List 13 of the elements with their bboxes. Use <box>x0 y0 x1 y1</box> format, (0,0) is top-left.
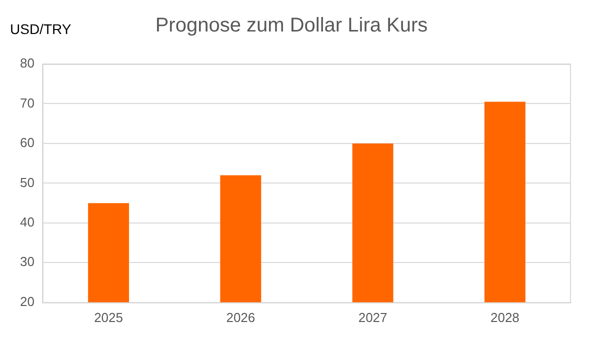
x-tick-label: 2028 <box>490 310 520 325</box>
y-tick-label: 20 <box>20 294 34 309</box>
y-axis-title: USD/TRY <box>10 20 72 37</box>
y-tick-label: 30 <box>20 254 34 270</box>
x-tick-label: 2026 <box>226 310 256 325</box>
x-tick-label: 2025 <box>94 310 123 325</box>
y-tick-label: 50 <box>20 174 34 190</box>
y-tick-label: 80 <box>20 56 34 71</box>
y-tick-label: 40 <box>20 214 34 230</box>
chart-title: Prognose zum Dollar Lira Kurs <box>155 14 428 37</box>
x-tick-label: 2027 <box>358 310 388 325</box>
y-tick-label: 70 <box>20 95 34 110</box>
y-tick-label: 60 <box>20 135 34 150</box>
